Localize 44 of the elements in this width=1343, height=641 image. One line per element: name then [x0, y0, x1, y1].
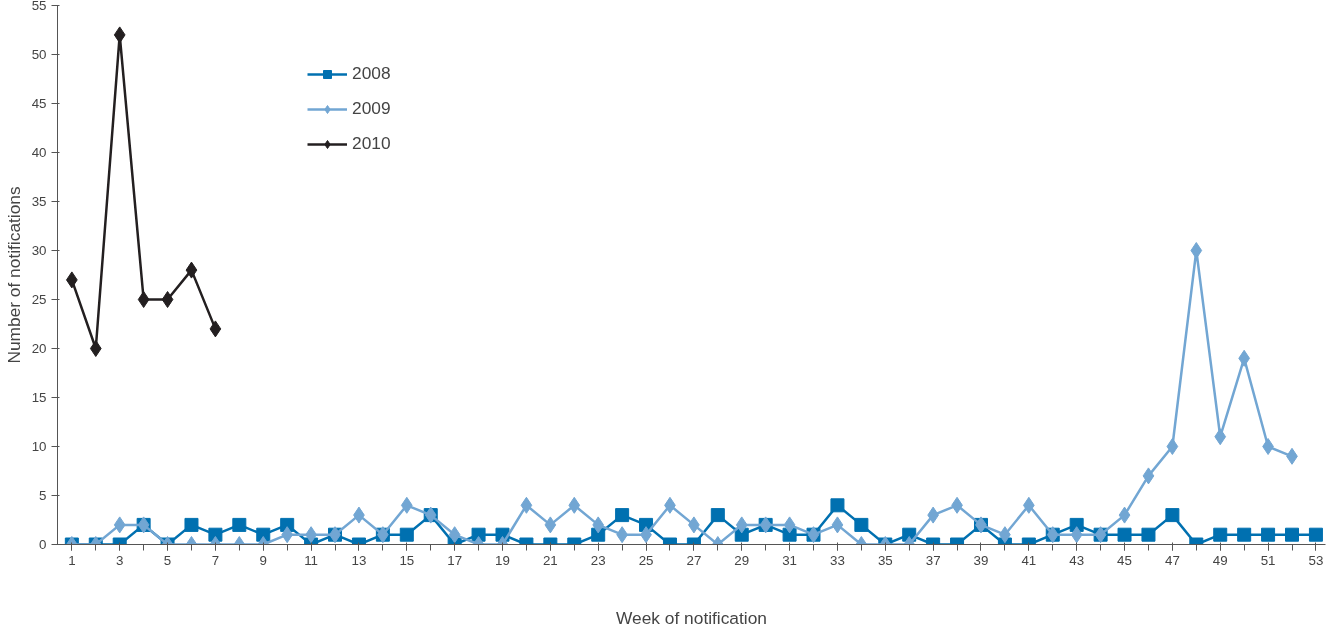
x-tick-label: 7	[211, 552, 220, 568]
x-tick-label: 11	[304, 552, 319, 568]
y-tick-label: 40	[31, 145, 47, 160]
x-tick-label: 35	[877, 552, 893, 568]
x-tick-label: 19	[495, 552, 510, 568]
y-tick-label: 10	[31, 439, 47, 454]
y-tick-label: 15	[31, 390, 47, 405]
x-tick-label: 27	[686, 552, 702, 568]
y-tick-label: 20	[31, 341, 47, 356]
y-axis-title: Number of notifications	[3, 186, 24, 364]
x-tick-label: 33	[830, 552, 845, 568]
y-tick-label: 5	[39, 488, 47, 503]
x-tick-label: 17	[447, 552, 463, 568]
y-tick-label: 50	[31, 47, 47, 62]
x-tick-label: 31	[782, 552, 798, 568]
x-tick-label: 1	[68, 552, 76, 568]
y-tick-label: 35	[31, 194, 47, 209]
x-tick-label: 53	[1308, 552, 1324, 568]
y-tick-label: 25	[31, 292, 47, 307]
x-tick-label: 41	[1021, 552, 1037, 568]
y-tick-label: 45	[31, 96, 47, 111]
x-tick-label: 39	[973, 552, 989, 568]
y-tick-label: 0	[39, 537, 47, 552]
y-tick-label: 30	[31, 243, 47, 258]
x-tick-label: 49	[1212, 552, 1228, 568]
x-tick-label: 47	[1164, 552, 1180, 568]
x-tick-label: 29	[734, 552, 750, 568]
x-tick-label: 13	[351, 552, 367, 568]
x-tick-label: 3	[116, 552, 124, 568]
x-tick-label: 45	[1117, 552, 1132, 568]
x-tick-label: 23	[590, 552, 606, 568]
legend-label: 2008	[352, 63, 391, 84]
x-tick-label: 37	[925, 552, 941, 568]
x-tick-label: 43	[1069, 552, 1085, 568]
y-tick-label: 55	[31, 0, 47, 13]
legend-label: 2009	[352, 98, 391, 119]
x-tick-label: 15	[399, 552, 415, 568]
x-tick-label: 51	[1260, 552, 1276, 568]
x-tick-label: 5	[163, 552, 172, 568]
x-tick-label: 9	[259, 552, 267, 568]
legend-label: 2010	[352, 133, 391, 154]
x-tick-label: 25	[638, 552, 654, 568]
x-axis-title: Week of notification	[616, 607, 767, 628]
x-tick-label: 21	[542, 552, 558, 568]
